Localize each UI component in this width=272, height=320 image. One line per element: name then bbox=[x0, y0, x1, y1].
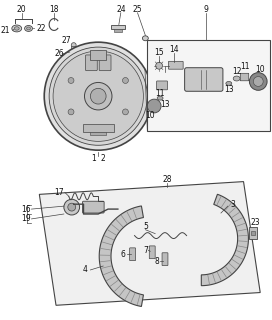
Text: 11: 11 bbox=[240, 62, 249, 71]
Text: 14: 14 bbox=[169, 44, 179, 53]
FancyBboxPatch shape bbox=[185, 68, 223, 91]
Bar bbox=[111, 25, 125, 29]
FancyBboxPatch shape bbox=[82, 201, 104, 213]
Text: 18: 18 bbox=[49, 5, 59, 14]
Circle shape bbox=[68, 109, 74, 115]
Circle shape bbox=[64, 199, 80, 215]
Text: 23: 23 bbox=[251, 218, 260, 227]
Text: 15: 15 bbox=[154, 47, 164, 57]
FancyBboxPatch shape bbox=[85, 55, 97, 71]
FancyBboxPatch shape bbox=[162, 253, 168, 266]
Text: 13: 13 bbox=[160, 100, 170, 108]
Circle shape bbox=[44, 42, 152, 150]
Text: 28: 28 bbox=[162, 175, 172, 184]
Text: 17: 17 bbox=[54, 188, 64, 197]
FancyBboxPatch shape bbox=[130, 248, 135, 260]
Ellipse shape bbox=[71, 43, 76, 48]
Circle shape bbox=[147, 99, 161, 113]
Ellipse shape bbox=[233, 76, 240, 81]
Text: 4: 4 bbox=[83, 266, 88, 275]
Bar bbox=[90, 132, 106, 135]
Text: 5: 5 bbox=[143, 222, 148, 231]
FancyBboxPatch shape bbox=[168, 61, 183, 69]
Bar bbox=[249, 227, 257, 238]
Bar bbox=[90, 50, 106, 60]
FancyBboxPatch shape bbox=[99, 55, 111, 71]
Text: 13: 13 bbox=[224, 85, 234, 94]
Circle shape bbox=[90, 88, 106, 104]
Text: 12: 12 bbox=[232, 67, 242, 76]
Text: 16: 16 bbox=[22, 204, 31, 213]
Circle shape bbox=[49, 47, 147, 145]
Text: 3: 3 bbox=[230, 200, 235, 209]
FancyBboxPatch shape bbox=[149, 246, 155, 259]
Text: 24: 24 bbox=[116, 5, 126, 14]
Ellipse shape bbox=[156, 62, 163, 69]
Text: 26: 26 bbox=[54, 50, 64, 59]
Bar bbox=[114, 29, 122, 32]
Ellipse shape bbox=[14, 27, 19, 30]
FancyBboxPatch shape bbox=[157, 81, 168, 90]
Text: 25: 25 bbox=[133, 5, 142, 14]
Text: 10: 10 bbox=[146, 111, 155, 120]
Text: 7: 7 bbox=[143, 246, 148, 255]
Circle shape bbox=[253, 76, 263, 86]
Text: 27: 27 bbox=[61, 36, 71, 45]
Text: 10: 10 bbox=[255, 65, 265, 74]
Ellipse shape bbox=[24, 26, 32, 31]
Polygon shape bbox=[39, 181, 260, 305]
Text: 11: 11 bbox=[155, 89, 165, 98]
Text: 21: 21 bbox=[0, 26, 10, 35]
Circle shape bbox=[68, 203, 76, 211]
Circle shape bbox=[68, 77, 74, 84]
Bar bbox=[147, 40, 270, 131]
Text: 19: 19 bbox=[22, 214, 31, 223]
Ellipse shape bbox=[12, 25, 22, 32]
Text: 22: 22 bbox=[36, 24, 46, 33]
Bar bbox=[251, 231, 255, 235]
Bar bbox=[71, 46, 76, 51]
Polygon shape bbox=[99, 206, 143, 307]
Circle shape bbox=[122, 109, 128, 115]
Text: 9: 9 bbox=[204, 5, 209, 14]
Ellipse shape bbox=[143, 36, 148, 41]
Ellipse shape bbox=[27, 27, 30, 30]
Circle shape bbox=[85, 83, 112, 110]
Bar bbox=[82, 124, 114, 132]
Ellipse shape bbox=[157, 96, 163, 100]
Circle shape bbox=[249, 73, 267, 90]
Circle shape bbox=[53, 51, 143, 141]
Text: 20: 20 bbox=[17, 5, 26, 14]
Text: 2: 2 bbox=[101, 154, 106, 163]
Ellipse shape bbox=[226, 82, 232, 85]
FancyBboxPatch shape bbox=[240, 73, 249, 81]
Text: 8: 8 bbox=[155, 257, 159, 266]
Text: 6: 6 bbox=[120, 250, 125, 259]
Circle shape bbox=[122, 77, 128, 84]
Polygon shape bbox=[201, 194, 248, 286]
Text: 1: 1 bbox=[91, 154, 96, 163]
